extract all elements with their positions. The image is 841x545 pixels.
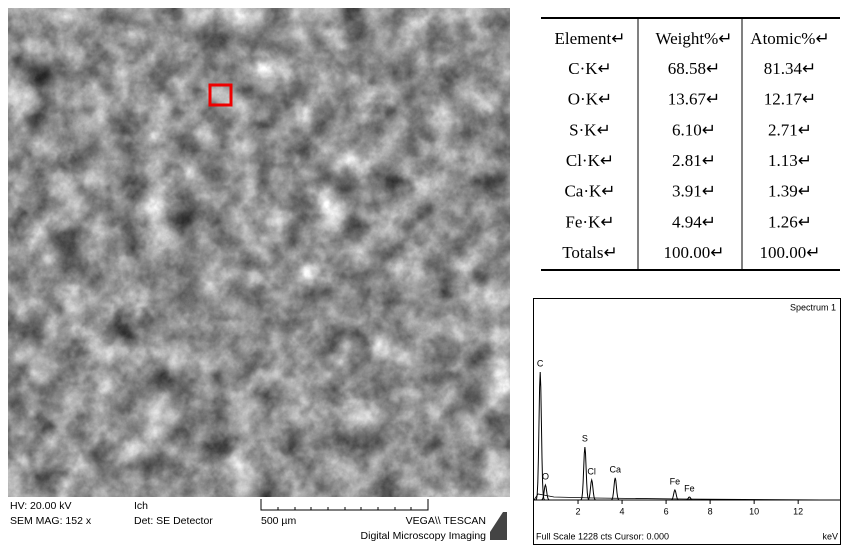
x-tick-label: 6 bbox=[664, 506, 669, 516]
table-header: Atomic%↵ bbox=[750, 29, 829, 48]
logo bbox=[490, 512, 507, 540]
table-cell: 12.17↵ bbox=[764, 90, 817, 109]
table-cell: Fe·K↵ bbox=[565, 212, 614, 231]
ich: Ich bbox=[134, 500, 148, 512]
brand: VEGA\\ TESCAN bbox=[406, 515, 486, 527]
x-tick-label: 2 bbox=[576, 506, 581, 516]
x-tick-label: 12 bbox=[793, 506, 803, 516]
table-cell: O·K↵ bbox=[568, 90, 612, 109]
x-tick-label: 4 bbox=[620, 506, 625, 516]
table-cell: 2.71↵ bbox=[768, 120, 812, 139]
peak-label: O bbox=[542, 471, 549, 481]
table-cell: 6.10↵ bbox=[672, 120, 716, 139]
table-cell: C·K↵ bbox=[568, 59, 612, 78]
table-cell: S·K↵ bbox=[569, 120, 611, 139]
table-cell: 1.26↵ bbox=[768, 212, 812, 231]
peak-label: S bbox=[582, 433, 588, 443]
x-label: keV bbox=[822, 531, 838, 541]
sem-image bbox=[8, 8, 510, 497]
table-cell: 1.13↵ bbox=[768, 151, 812, 170]
x-tick-label: 8 bbox=[708, 506, 713, 516]
table-header: Element↵ bbox=[555, 29, 626, 48]
brand-subtitle: Digital Microscopy Imaging bbox=[361, 530, 487, 542]
figure: HV: 20.00 kV Ich SEM MAG: 152 x Det: SE … bbox=[0, 0, 841, 545]
detector: Det: SE Detector bbox=[134, 515, 213, 527]
spectrum-title: Spectrum 1 bbox=[790, 302, 836, 312]
table: Element↵ Weight%↵ Atomic%↵ C·K↵ 68.58↵ 81.34↵… bbox=[555, 29, 830, 262]
table-cell: Totals↵ bbox=[562, 243, 618, 262]
mag: SEM MAG: 152 x bbox=[10, 515, 92, 527]
table-cell: 100.00↵ bbox=[664, 243, 725, 262]
table-cell: 4.94↵ bbox=[672, 212, 716, 231]
peak-label: Ca bbox=[609, 464, 621, 474]
peak-label: Fe bbox=[684, 483, 695, 493]
table-cell: 13.67↵ bbox=[668, 90, 721, 109]
footer: Full Scale 1228 cts Cursor: 0.000 bbox=[536, 531, 669, 541]
table-cell: 68.58↵ bbox=[668, 59, 721, 78]
scale-label: 500 µm bbox=[261, 515, 296, 527]
peak-label: Cl bbox=[587, 466, 596, 476]
hv: HV: 20.00 kV bbox=[10, 500, 71, 512]
page: HV: 20.00 kV Ich SEM MAG: 152 x Det: SE … bbox=[0, 0, 841, 545]
x-tick-label: 10 bbox=[749, 506, 759, 516]
table-cell: 81.34↵ bbox=[764, 59, 817, 78]
table-cell: 100.00↵ bbox=[760, 243, 821, 262]
table-cell: Cl·K↵ bbox=[566, 151, 614, 170]
table-cell: 3.91↵ bbox=[672, 182, 716, 201]
peak-label: C bbox=[537, 358, 544, 368]
table-header: Weight%↵ bbox=[655, 29, 732, 48]
table-cell: 1.39↵ bbox=[768, 182, 812, 201]
table-cell: Ca·K↵ bbox=[564, 182, 615, 201]
peak-label: Fe bbox=[670, 476, 681, 486]
table-cell: 2.81↵ bbox=[672, 151, 716, 170]
